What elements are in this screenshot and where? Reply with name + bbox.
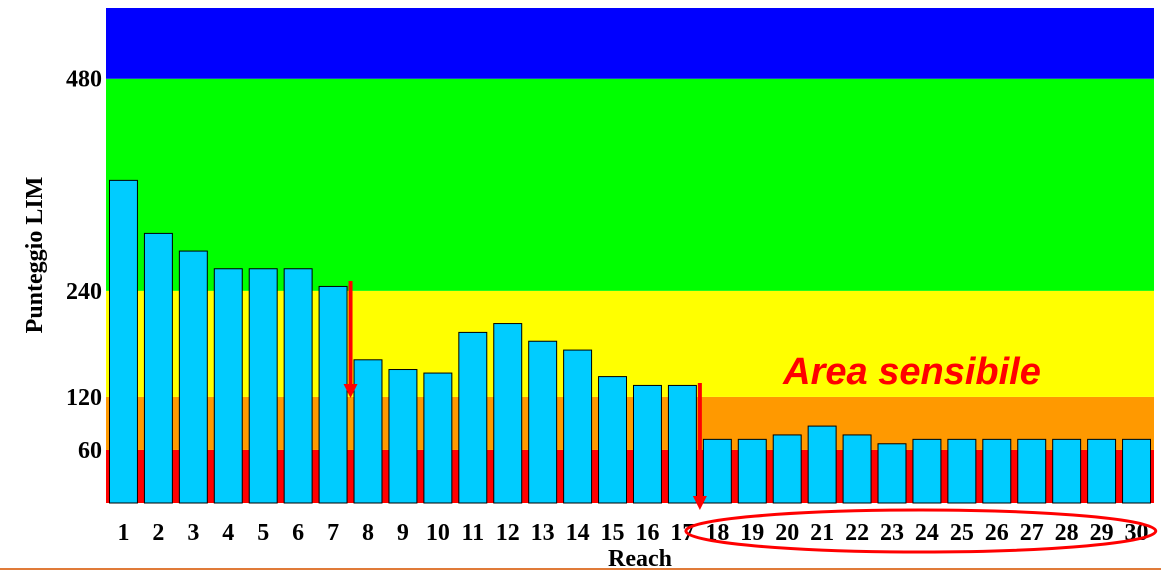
y-tick-120: 120 [66,385,102,411]
bar-8 [353,359,383,504]
x-tick-20: 20 [775,520,799,546]
x-tick-3: 3 [187,520,199,546]
bar-14 [563,349,593,504]
x-tick-21: 21 [810,520,834,546]
bar-7 [318,285,348,504]
x-tick-6: 6 [292,520,304,546]
x-tick-25: 25 [950,520,974,546]
x-axis-title: Reach [608,546,672,572]
x-tick-1: 1 [117,520,129,546]
x-tick-7: 7 [327,520,339,546]
bar-3 [178,250,208,504]
bar-28 [1052,438,1082,504]
bar-18 [702,438,732,504]
bar-11 [458,331,488,504]
band-2 [106,290,1154,397]
bar-6 [283,268,313,504]
x-tick-23: 23 [880,520,904,546]
x-tick-labels: 1 2 3 4 5 6 7 8 9 10 11 12 13 14 15 16 17 18 19 20 21 22 23 24 2… [117,520,1148,546]
arrows [343,281,707,510]
bar-25 [947,438,977,504]
bar-23 [877,443,907,504]
x-tick-24: 24 [915,520,939,546]
band-4 [106,8,1154,79]
bar-24 [912,438,942,504]
y-tick-480: 480 [66,67,102,93]
bar-12 [493,323,523,504]
x-tick-2: 2 [152,520,164,546]
x-tick-28: 28 [1055,520,1079,546]
bar-2 [143,232,173,504]
band-0 [106,449,1154,503]
bar-29 [1087,438,1117,504]
bar-16 [632,384,662,504]
band-3 [106,78,1154,291]
x-tick-26: 26 [985,520,1009,546]
x-tick-13: 13 [531,520,555,546]
bar-19 [737,438,767,504]
highlight-ellipse [684,508,1158,554]
bar-21 [807,425,837,504]
y-axis-title: Punteggio LIM [22,177,48,334]
x-tick-29: 29 [1090,520,1114,546]
bar-10 [423,372,453,504]
x-tick-19: 19 [740,520,764,546]
y-tick-240: 240 [66,279,102,305]
x-tick-16: 16 [635,520,659,546]
bar-4 [213,268,243,504]
x-tick-11: 11 [461,520,484,546]
bar-17 [667,384,697,504]
bar-20 [772,434,802,504]
y-tick-labels: 60 120 240 480 [66,67,102,464]
x-tick-14: 14 [566,520,590,546]
x-tick-12: 12 [496,520,520,546]
bar-5 [248,268,278,504]
x-tick-10: 10 [426,520,450,546]
x-tick-17: 17 [670,520,694,546]
bar-1 [108,179,138,504]
bar-27 [1017,438,1047,504]
bar-9 [388,369,418,504]
x-tick-8: 8 [362,520,374,546]
x-tick-27: 27 [1020,520,1044,546]
band-1 [106,396,1154,450]
bars [108,179,1152,504]
bar-13 [528,340,558,504]
bar-15 [598,376,628,504]
x-tick-22: 22 [845,520,869,546]
annotation-area-sensibile: Area sensibile [782,351,1041,393]
x-tick-4: 4 [222,520,234,546]
down-arrow-2 [692,383,707,510]
bar-26 [982,438,1012,504]
bar-22 [842,434,872,504]
x-tick-15: 15 [601,520,625,546]
bar-30 [1122,438,1152,504]
x-tick-5: 5 [257,520,269,546]
y-tick-60: 60 [78,438,102,464]
x-tick-9: 9 [397,520,409,546]
score-bands [106,8,1154,503]
down-arrow-1 [343,281,358,398]
